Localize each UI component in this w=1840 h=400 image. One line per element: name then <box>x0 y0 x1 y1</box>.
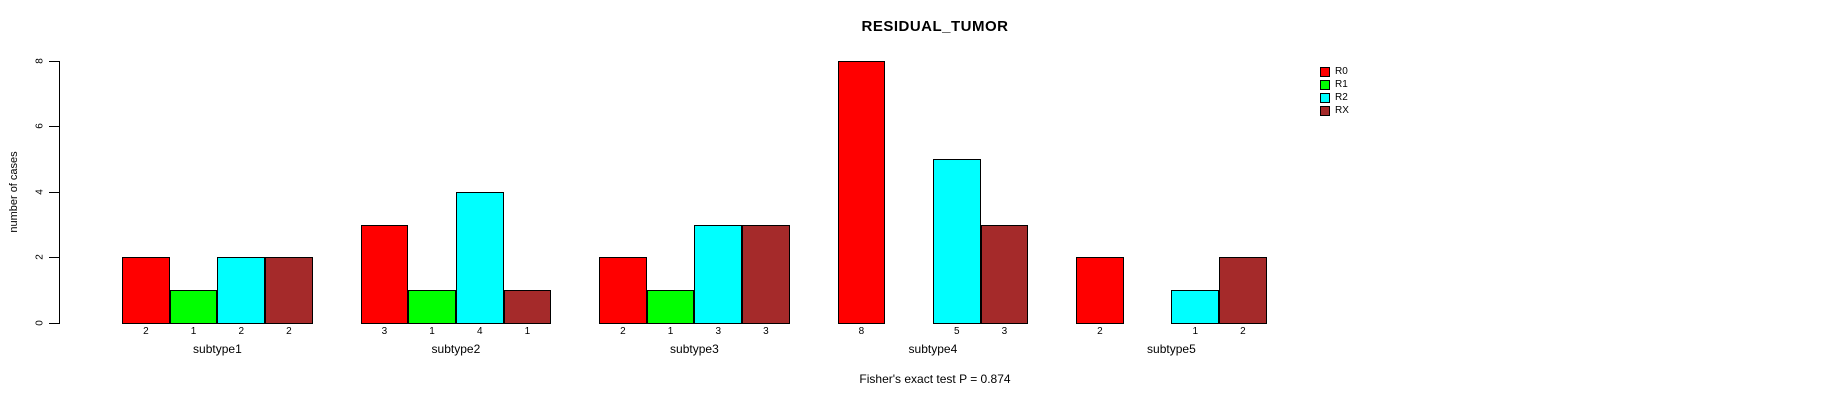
bar-value-label: 1 <box>667 326 674 337</box>
legend-swatch-r0 <box>1320 67 1330 77</box>
y-axis-label: number of cases <box>8 151 20 233</box>
chart-title: RESIDUAL_TUMOR <box>861 18 1009 35</box>
bar-value-label: 2 <box>143 326 149 337</box>
bar-r2-subtype5 <box>1171 290 1220 324</box>
category-label-subtype1: subtype1 <box>193 342 242 356</box>
y-tick <box>49 191 59 193</box>
bar-value-label: 2 <box>238 326 245 337</box>
y-tick <box>49 126 59 128</box>
bar-rx-subtype5 <box>1219 257 1267 324</box>
y-tick-label: 6 <box>34 123 46 129</box>
bar-value-label: 3 <box>715 326 722 337</box>
bar-r0-subtype3 <box>599 257 647 324</box>
bar-r0-subtype5 <box>1076 257 1124 324</box>
y-tick <box>49 323 59 324</box>
y-tick-label: 4 <box>34 189 46 195</box>
bar-rx-subtype1 <box>265 257 313 324</box>
legend-swatch-r1 <box>1320 80 1330 90</box>
bar-r0-subtype1 <box>122 257 170 324</box>
category-label-subtype2: subtype2 <box>431 342 481 356</box>
fisher-test-annotation: Fisher's exact test P = 0.874 <box>859 372 1011 386</box>
legend-swatch-rx <box>1320 106 1330 116</box>
bar-r2-subtype4 <box>932 159 981 324</box>
legend-swatch-r2 <box>1320 93 1330 103</box>
legend-label: RX <box>1335 105 1349 116</box>
y-tick-label: 0 <box>34 320 46 326</box>
bar-value-label: 3 <box>1001 326 1008 337</box>
category-label-subtype5: subtype5 <box>1147 342 1196 356</box>
bar-value-label: 8 <box>858 326 865 337</box>
bar-r2-subtype1 <box>217 257 266 324</box>
bar-r1-subtype3 <box>646 290 695 324</box>
category-label-subtype3: subtype3 <box>670 342 719 356</box>
legend-label: R0 <box>1335 66 1348 77</box>
bar-r1-subtype1 <box>169 290 218 324</box>
bar-r0-subtype4 <box>837 60 886 324</box>
bar-r2-subtype3 <box>694 224 743 324</box>
legend-item-r1: R1 <box>1320 79 1349 91</box>
bar-value-label: 2 <box>286 326 292 337</box>
bar-value-label: 4 <box>476 326 483 337</box>
category-label-subtype4: subtype4 <box>908 342 958 356</box>
bar-value-label: 5 <box>953 326 960 337</box>
bar-value-label: 3 <box>381 326 388 337</box>
bar-value-label: 1 <box>1192 326 1199 337</box>
bar-value-label: 1 <box>190 326 197 337</box>
y-tick <box>49 257 59 259</box>
bar-r0-subtype2 <box>360 224 409 324</box>
bar-value-label: 1 <box>429 326 435 337</box>
y-tick-label: 8 <box>34 57 46 64</box>
bar-rx-subtype3 <box>742 224 790 324</box>
bar-value-label: 2 <box>1097 326 1103 337</box>
bar-rx-subtype4 <box>980 224 1029 324</box>
legend-item-r2: R2 <box>1320 92 1349 104</box>
y-axis-line <box>59 60 60 324</box>
bar-r2-subtype2 <box>455 191 504 324</box>
bar-value-label: 3 <box>763 326 769 337</box>
legend-item-rx: RX <box>1320 105 1349 117</box>
y-tick <box>49 60 59 62</box>
y-tick-label: 2 <box>34 254 46 261</box>
bar-r1-subtype2 <box>408 290 456 324</box>
bar-rx-subtype2 <box>503 290 552 324</box>
bar-value-label: 2 <box>620 326 626 337</box>
legend-item-r0: R0 <box>1320 66 1349 78</box>
bar-value-label: 1 <box>524 326 531 337</box>
bar-value-label: 2 <box>1240 326 1246 337</box>
legend-label: R2 <box>1335 92 1348 103</box>
legend: R0 R1 R2 RX <box>1320 66 1349 118</box>
legend-label: R1 <box>1335 79 1348 90</box>
